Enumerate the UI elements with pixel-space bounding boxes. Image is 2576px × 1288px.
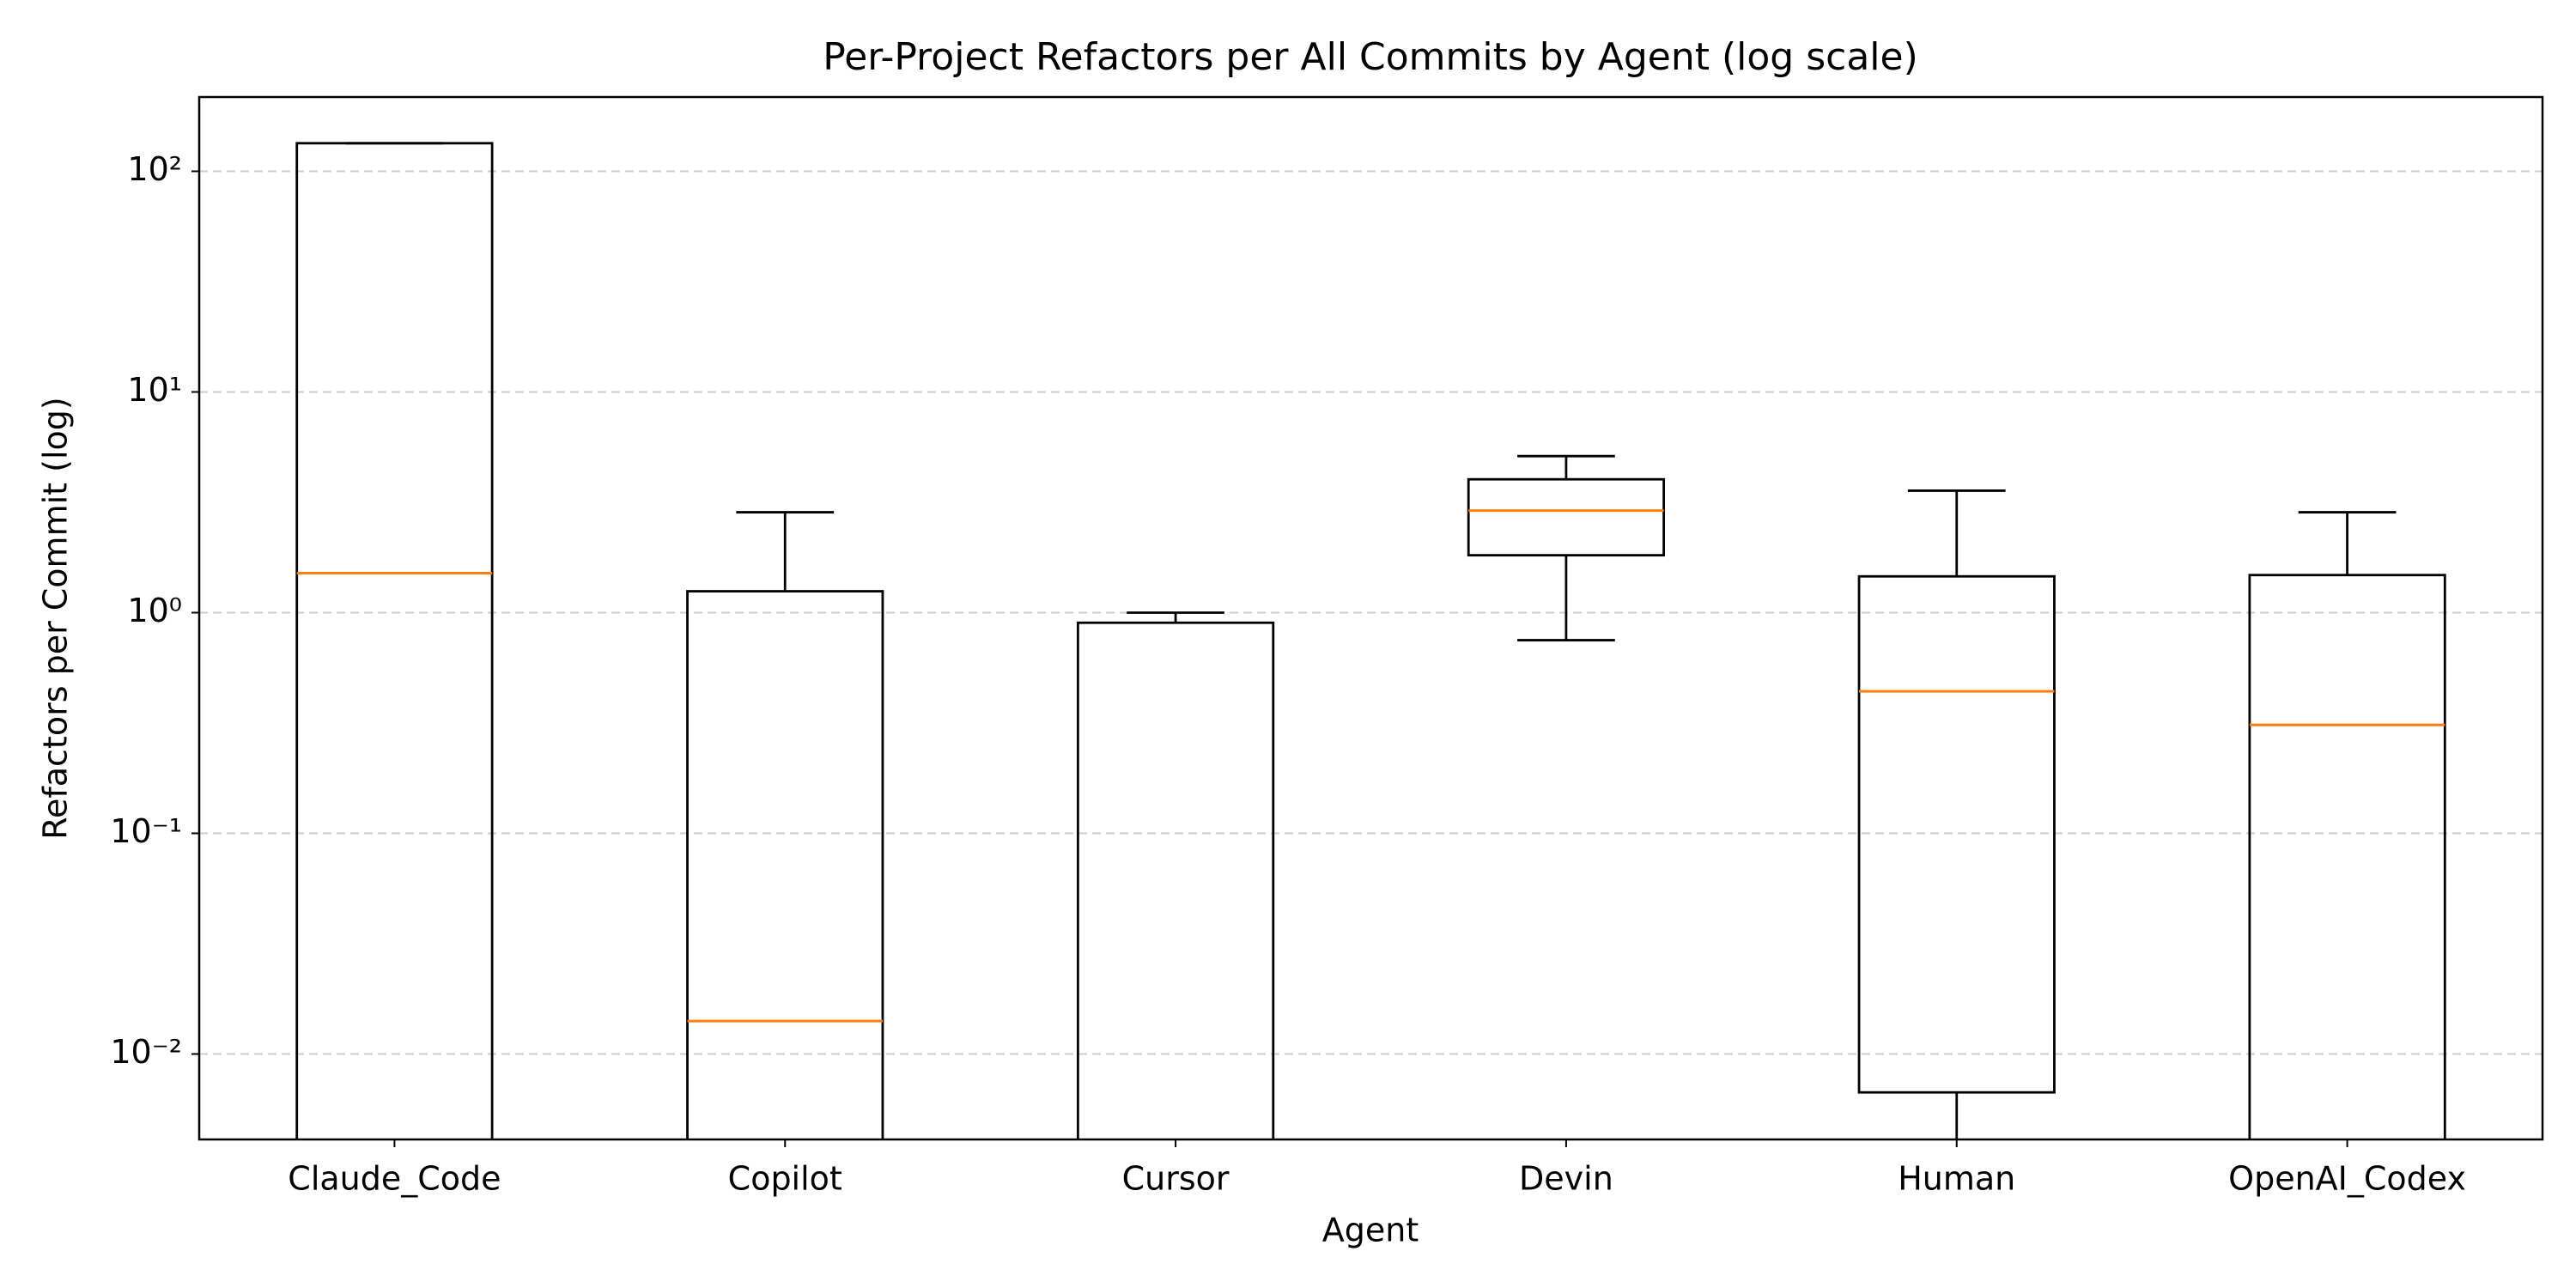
box xyxy=(686,590,884,1139)
x-tick-label: Copilot xyxy=(728,1160,842,1198)
box xyxy=(2248,574,2446,1139)
y-tick-label: 10⁻² xyxy=(110,1033,182,1071)
y-axis-label: Refactors per Commit (log) xyxy=(37,397,75,839)
y-tick-label: 10¹ xyxy=(127,371,182,409)
box xyxy=(1467,477,1666,557)
box xyxy=(1857,574,2056,1094)
x-tick-label: Claude_Code xyxy=(288,1160,501,1198)
y-tick-label: 10⁰ xyxy=(127,592,182,629)
axes-frame xyxy=(197,95,2544,1141)
chart-title: Per-Project Refactors per All Commits by… xyxy=(823,35,1918,79)
plot-area xyxy=(295,142,2446,1139)
x-tick-label: OpenAI_Codex xyxy=(2228,1160,2466,1198)
x-tick-label: Devin xyxy=(1519,1160,1613,1198)
x-tick-label: Cursor xyxy=(1122,1160,1230,1198)
x-axis-label: Agent xyxy=(1322,1212,1419,1249)
grid xyxy=(199,170,2543,1055)
box xyxy=(295,142,494,1139)
y-tick-label: 10⁻¹ xyxy=(110,812,182,850)
x-tick-label: Human xyxy=(1898,1160,2015,1198)
box xyxy=(1076,621,1275,1139)
y-tick-label: 10² xyxy=(127,150,182,188)
